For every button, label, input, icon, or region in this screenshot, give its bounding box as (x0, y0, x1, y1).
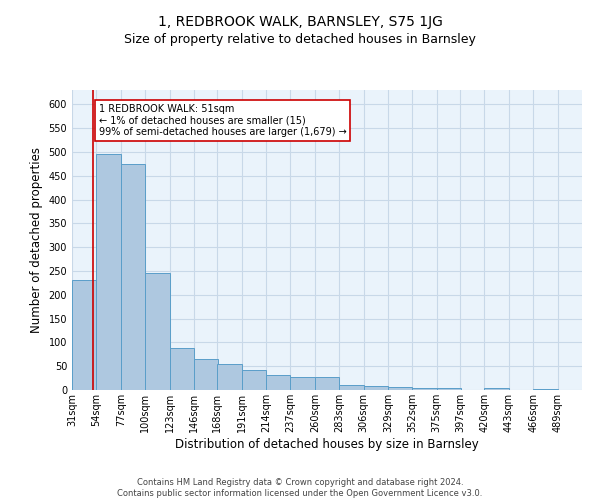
Bar (266, 375, 290, 390)
Text: 1 REDBROOK WALK: 51sqm
← 1% of detached houses are smaller (15)
99% of semi-deta: 1 REDBROOK WALK: 51sqm ← 1% of detached … (98, 104, 346, 138)
Bar (72, 280, 97, 390)
Bar (437, 388, 461, 390)
Bar (217, 364, 242, 390)
Bar (533, 388, 557, 390)
X-axis label: Distribution of detached houses by size in Barnsley: Distribution of detached houses by size … (175, 438, 479, 450)
Bar (339, 385, 364, 390)
Bar (170, 348, 194, 390)
Bar (484, 388, 509, 390)
Bar (290, 376, 315, 390)
Bar (315, 377, 339, 390)
Bar (242, 370, 266, 390)
Text: Size of property relative to detached houses in Barnsley: Size of property relative to detached ho… (124, 32, 476, 46)
Y-axis label: Number of detached properties: Number of detached properties (30, 147, 43, 333)
Bar (412, 388, 437, 390)
Bar (97, 154, 121, 390)
Text: Contains HM Land Registry data © Crown copyright and database right 2024.
Contai: Contains HM Land Registry data © Crown c… (118, 478, 482, 498)
Bar (364, 386, 388, 390)
Bar (145, 274, 170, 390)
Bar (194, 359, 218, 390)
Bar (121, 164, 145, 390)
Bar (388, 386, 412, 390)
Text: 1, REDBROOK WALK, BARNSLEY, S75 1JG: 1, REDBROOK WALK, BARNSLEY, S75 1JG (158, 15, 442, 29)
